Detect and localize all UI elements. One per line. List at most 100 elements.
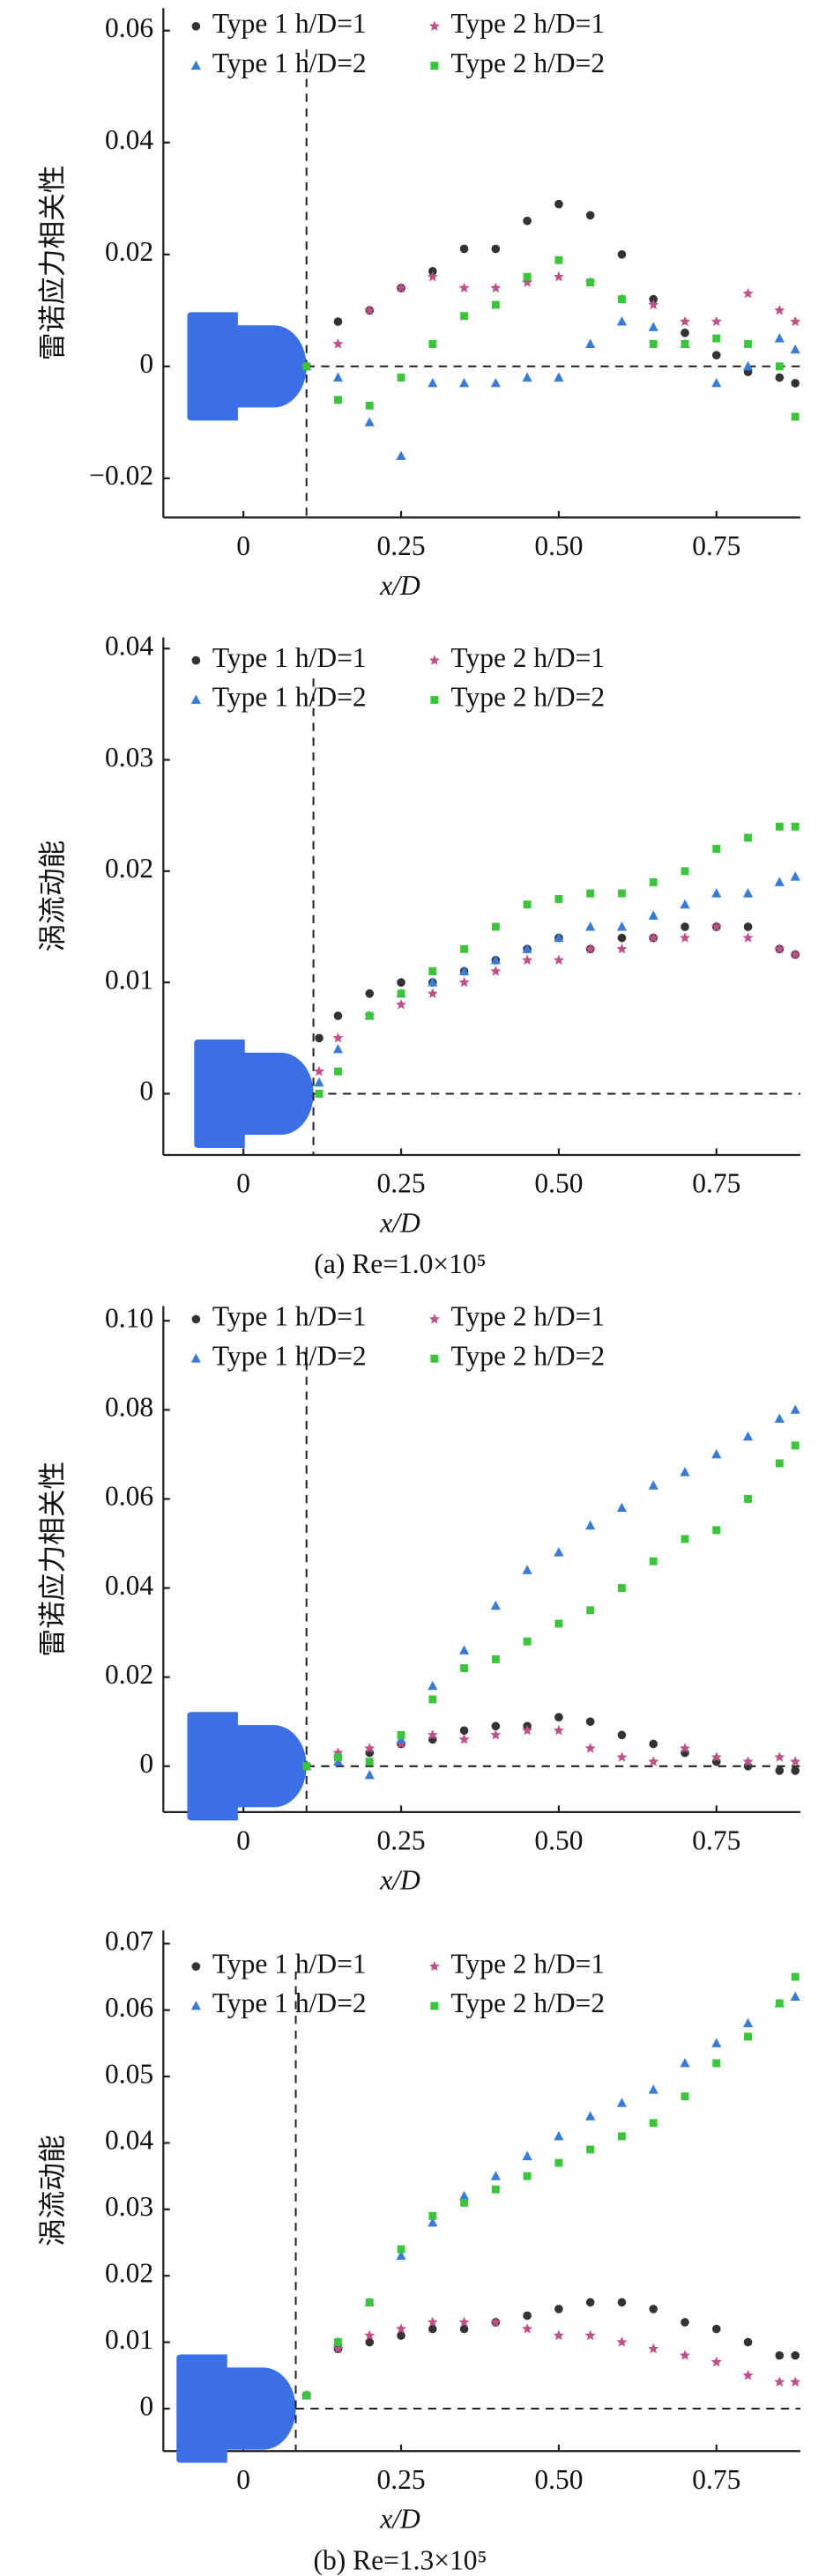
data-point — [790, 949, 801, 959]
x-axis-label: x/D — [379, 2504, 420, 2535]
y-tick-label: 0.06 — [105, 1481, 153, 1512]
data-point — [711, 2324, 721, 2334]
data-point — [332, 372, 344, 382]
x-tick-label: 0.25 — [376, 1825, 425, 1855]
data-point — [774, 1751, 785, 1762]
data-point — [554, 2130, 564, 2141]
data-point — [681, 328, 689, 337]
data-point — [791, 379, 800, 388]
data-point — [458, 282, 470, 293]
data-point — [490, 377, 501, 388]
data-point — [523, 2172, 532, 2180]
data-point — [553, 270, 564, 282]
data-point — [586, 1606, 595, 1615]
y-tick-label: 0 — [139, 2390, 153, 2421]
data-point — [616, 1751, 628, 1762]
x-axis-label: x/D — [379, 1864, 420, 1895]
data-point — [649, 294, 658, 304]
data-point — [491, 1721, 501, 1731]
data-point — [648, 910, 658, 920]
data-point — [491, 244, 501, 254]
data-point — [790, 344, 800, 354]
data-point — [743, 2337, 753, 2347]
x-tick-label: 0.50 — [534, 1825, 583, 1855]
data-point — [522, 2323, 533, 2334]
data-point — [428, 977, 438, 987]
data-point — [742, 888, 754, 898]
y-axis-label: 雷诺应力相关性 — [37, 165, 68, 360]
data-point — [332, 338, 344, 349]
data-point — [710, 1751, 722, 1762]
data-point — [742, 360, 754, 371]
data-point — [710, 2356, 722, 2367]
y-tick-label: 0 — [139, 1748, 153, 1779]
data-point — [314, 1065, 325, 1077]
legend-label: Type 1 h/D=2 — [212, 1988, 367, 2018]
legend-marker — [428, 1960, 440, 1972]
data-point — [648, 322, 658, 331]
data-point — [427, 270, 438, 282]
data-point — [554, 1547, 564, 1557]
y-tick-label: 0.04 — [105, 2125, 153, 2156]
data-point — [790, 871, 800, 881]
data-point — [681, 1535, 689, 1543]
data-point — [617, 2298, 627, 2307]
legend-marker — [430, 62, 439, 70]
data-point — [680, 899, 690, 909]
data-point — [680, 315, 690, 327]
data-point — [315, 1089, 324, 1098]
x-tick-label: 0 — [236, 1825, 250, 1855]
data-point — [680, 2350, 690, 2360]
y-tick-label: 0.02 — [105, 2257, 153, 2288]
data-point — [365, 2298, 374, 2306]
data-point — [649, 1557, 658, 1566]
data-point — [711, 2038, 722, 2047]
x-tick-label: 0 — [236, 2464, 250, 2495]
y-tick-label: 0.02 — [105, 1659, 153, 1690]
body-shape — [187, 312, 307, 421]
data-point — [790, 315, 801, 327]
data-point — [522, 1565, 532, 1574]
x-tick-label: 0.25 — [376, 1168, 425, 1199]
data-point — [396, 999, 407, 1010]
data-point — [365, 401, 374, 410]
y-tick-label: 0.01 — [105, 964, 153, 995]
y-tick-label: 0.03 — [105, 742, 153, 773]
legend-marker — [428, 655, 440, 665]
caption: (a) Re=1.0×10⁵ — [314, 1248, 486, 1279]
data-point — [790, 1404, 800, 1414]
legend-marker — [428, 20, 440, 31]
data-point — [616, 1502, 628, 1513]
data-point — [491, 2185, 500, 2194]
data-point — [618, 2132, 626, 2141]
data-point — [774, 2376, 785, 2387]
y-tick-label: 0.02 — [105, 236, 153, 267]
data-point — [585, 338, 596, 348]
data-point — [397, 374, 405, 382]
data-point — [459, 377, 470, 388]
y-tick-label: 0.05 — [105, 2058, 153, 2089]
data-point — [774, 877, 785, 886]
data-point — [680, 1467, 690, 1477]
legend-label: Type 2 h/D=1 — [450, 8, 605, 39]
data-point — [553, 954, 564, 966]
data-point — [554, 2305, 563, 2313]
legend-label: Type 2 h/D=1 — [450, 1948, 605, 1979]
data-point — [460, 2198, 469, 2207]
data-point — [459, 244, 469, 254]
legend-label: Type 2 h/D=1 — [450, 642, 605, 673]
legend-marker — [191, 21, 201, 31]
data-point — [397, 1730, 405, 1739]
data-point — [428, 2217, 438, 2227]
data-point — [396, 2323, 407, 2334]
data-point — [315, 1033, 324, 1043]
data-point — [584, 943, 596, 954]
data-point — [458, 1734, 470, 1744]
data-point — [397, 2245, 405, 2254]
data-point — [775, 362, 784, 371]
data-point — [365, 2337, 375, 2347]
data-point — [618, 295, 626, 304]
data-point — [616, 2098, 628, 2107]
data-point — [490, 1600, 501, 1610]
data-point — [458, 2316, 470, 2328]
